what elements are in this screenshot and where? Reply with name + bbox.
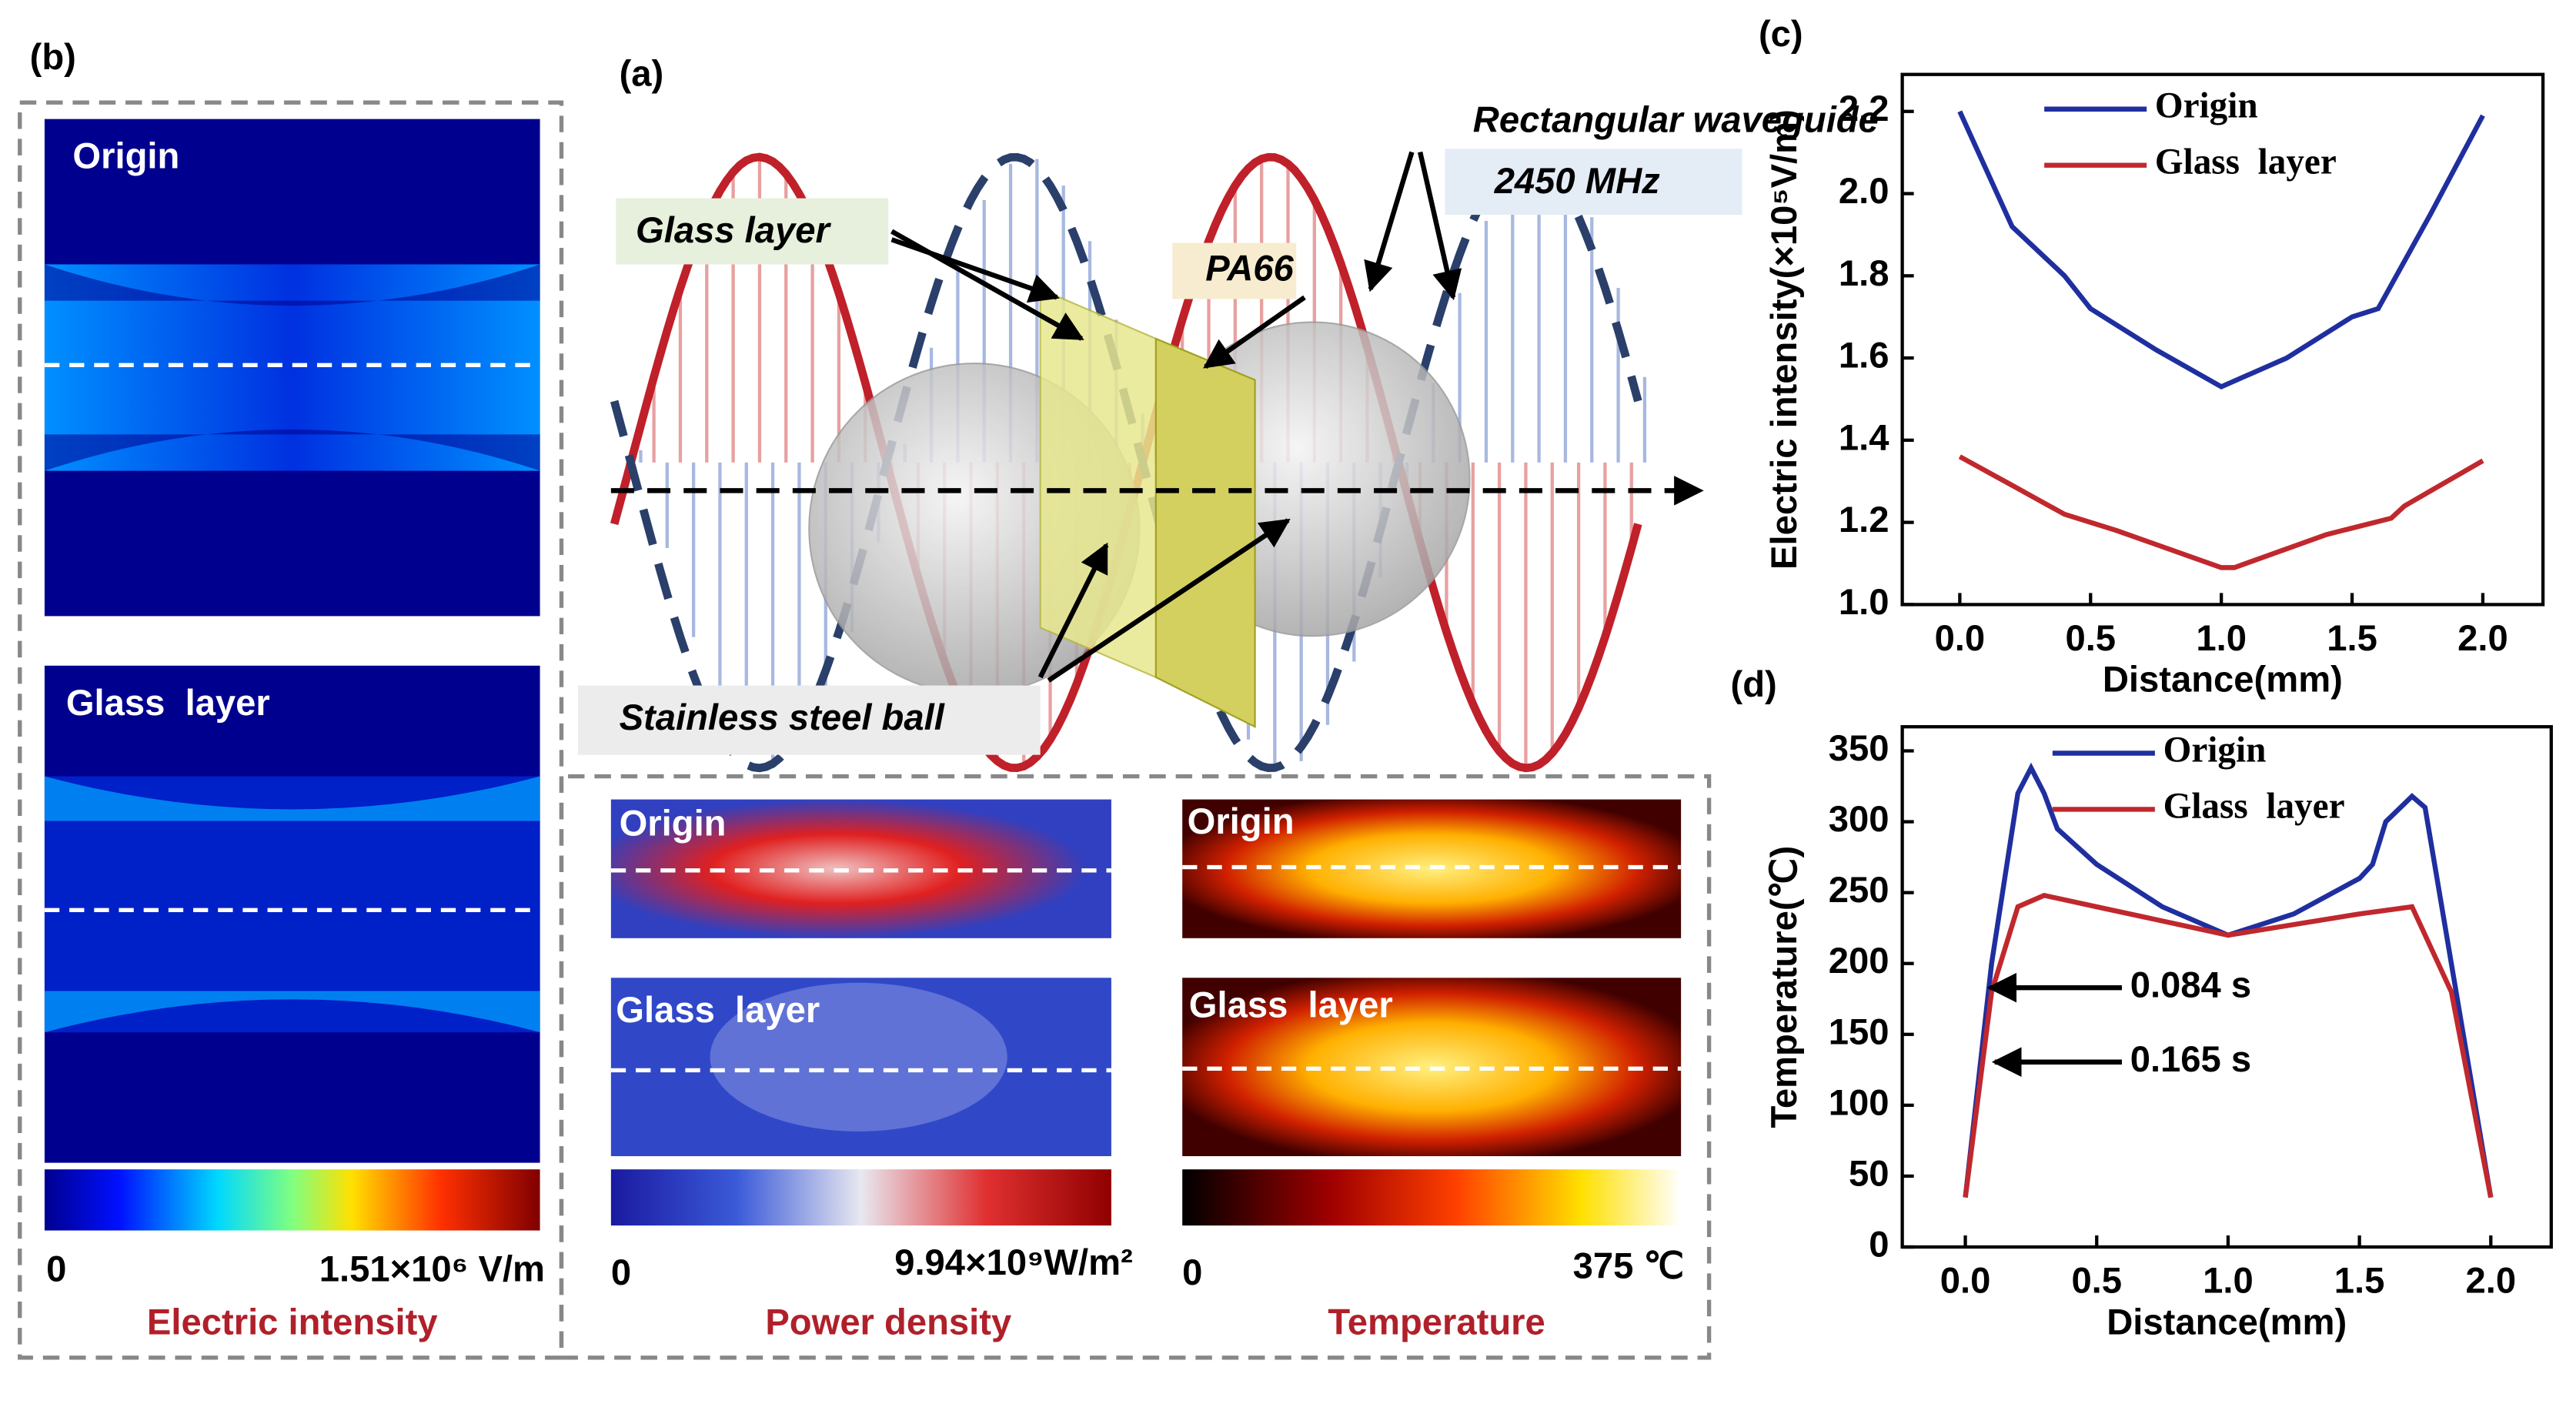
panel-b: (b) Origin Glass layer 0 1.51×10⁶ V/m El… xyxy=(18,37,564,1360)
y-tick-label: 2.0 xyxy=(1839,171,1889,212)
callout: Stainless steel ball xyxy=(620,697,945,738)
x-tick-label: 1.0 xyxy=(2196,618,2247,659)
y-tick-label: 300 xyxy=(1829,799,1889,840)
dashed-frame xyxy=(18,100,564,1360)
colorbar xyxy=(44,1169,540,1231)
colorbar xyxy=(1182,1169,1682,1226)
callout: PA66 xyxy=(1205,248,1294,289)
callout-arrows xyxy=(890,151,1462,683)
power-density: Origin Glass layer 0 9.94×10⁹W/m² Power … xyxy=(610,799,1133,1342)
y-axis-label: Electric intensity(×10⁵V/m) xyxy=(1764,109,1805,570)
annotation: 0.165 s xyxy=(2130,1039,2251,1080)
x-tick-label: 0.5 xyxy=(2071,1261,2122,1302)
callout: Glass layer xyxy=(636,210,831,251)
y-axis-label: Temperature(℃) xyxy=(1764,846,1805,1128)
map-label: Origin xyxy=(620,803,727,844)
y-tick-label: 1.8 xyxy=(1839,253,1889,294)
callout-box xyxy=(1172,242,1297,299)
y-tick-label: 150 xyxy=(1829,1011,1889,1052)
series-line xyxy=(1963,892,2494,1198)
map-label: Glass layer xyxy=(1189,984,1393,1025)
series-line xyxy=(1958,454,2484,570)
dashed-frame xyxy=(559,774,1712,1360)
panel-label: (a) xyxy=(620,53,664,94)
x-tick-label: 1.5 xyxy=(2327,618,2377,659)
x-tick-label: 1.0 xyxy=(2203,1261,2254,1302)
y-tick-label: 1.6 xyxy=(1839,336,1889,376)
colorbar-max: 9.94×10⁹W/m² xyxy=(894,1242,1133,1283)
y-tick-label: 1.4 xyxy=(1839,417,1889,458)
y-tick-label: 2.2 xyxy=(1839,89,1889,129)
colorbar xyxy=(610,1169,1111,1226)
y-tick-label: 1.0 xyxy=(1839,582,1889,623)
x-tick-label: 0.5 xyxy=(2065,618,2116,659)
panel-label: (c) xyxy=(1759,14,1803,55)
y-tick-label: 0 xyxy=(1869,1224,1889,1265)
colorbar-min: 0 xyxy=(1182,1252,1202,1293)
annotation: 0.084 s xyxy=(2130,965,2251,1006)
x-axis-label: Distance(mm) xyxy=(2103,660,2343,700)
x-tick-label: 2.0 xyxy=(2465,1261,2516,1302)
y-tick-label: 200 xyxy=(1829,941,1889,981)
panel-label: (d) xyxy=(1730,664,1776,705)
y-tick-label: 350 xyxy=(1829,728,1889,769)
legend-label: Glass layer xyxy=(2155,142,2337,182)
x-axis-label: Distance(mm) xyxy=(2107,1302,2347,1342)
x-tick-label: 0.0 xyxy=(1935,618,1986,659)
colorbar-max: 375 ℃ xyxy=(1573,1245,1685,1286)
colorbar-max: 1.51×10⁶ V/m xyxy=(319,1249,545,1290)
temperature: Origin Glass layer 0 375 ℃ Temperature xyxy=(1182,799,1685,1342)
colorbar-title: Power density xyxy=(765,1302,1011,1342)
y-tick-label: 1.2 xyxy=(1839,500,1889,540)
y-tick-label: 50 xyxy=(1849,1153,1889,1194)
callout-box xyxy=(1445,149,1742,216)
pa66-plate xyxy=(1154,337,1256,728)
map-label: Origin xyxy=(72,136,179,177)
x-tick-label: 1.5 xyxy=(2334,1261,2385,1302)
callout: Rectangular waveguide xyxy=(1473,99,1879,140)
x-tick-label: 2.0 xyxy=(2457,618,2508,659)
colorbar-title: Temperature xyxy=(1328,1302,1545,1342)
map-label: Glass layer xyxy=(66,683,270,724)
callout-box xyxy=(577,685,1041,755)
y-tick-label: 100 xyxy=(1829,1082,1889,1123)
legend-label: Glass layer xyxy=(2163,786,2345,826)
x-tick-label: 0.0 xyxy=(1940,1261,1991,1302)
heatmap-shape xyxy=(710,982,1007,1132)
line-charts: (c) 0.0 0.5 1.0 1.5 2.0 1.0 1.2 1.4 1.6 1.8 2.0 2.2 D… xyxy=(1730,14,2553,1342)
y-tick-label: 250 xyxy=(1829,870,1889,911)
heatmap-shape xyxy=(44,264,540,471)
colorbar-min: 0 xyxy=(611,1252,631,1293)
series-line xyxy=(1957,110,2485,390)
panel-label: (b) xyxy=(30,37,76,78)
panel-a: (a) Rectangular waveguide 2450 MHz Glass… xyxy=(559,53,1879,1360)
callout: 2450 MHz xyxy=(1494,161,1660,202)
colorbar-title: Electric intensity xyxy=(147,1302,438,1342)
legend-label: Origin xyxy=(2163,730,2267,770)
callout-box xyxy=(616,198,889,265)
heatmap-shape xyxy=(44,776,540,1033)
map-label: Glass layer xyxy=(616,990,820,1031)
colorbar-min: 0 xyxy=(46,1249,66,1290)
legend-label: Origin xyxy=(2155,86,2258,126)
map-label: Origin xyxy=(1188,801,1295,842)
